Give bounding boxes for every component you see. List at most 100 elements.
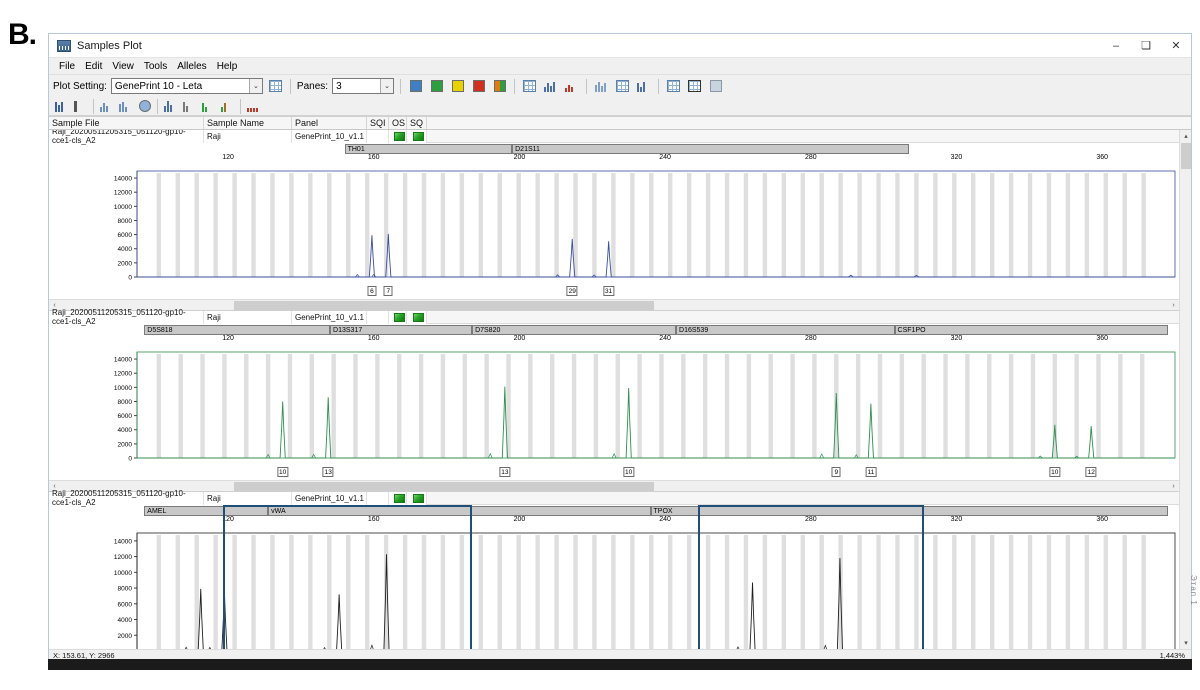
column-header-sample-file[interactable]: Sample File	[49, 117, 204, 129]
settings-toolbar: Plot Setting: GenePrint 10 - Leta ⌄ Pane…	[49, 75, 1191, 97]
dye-red-button[interactable]	[470, 78, 487, 95]
dye-all-button[interactable]	[491, 78, 508, 95]
menu-item-alleles[interactable]: Alleles	[177, 60, 207, 72]
taskbar-strip	[48, 659, 1192, 670]
allele-call-label[interactable]: 13	[322, 467, 334, 477]
peak-view-icon[interactable]	[593, 78, 610, 95]
panel-horizontal-scrollbar[interactable]: ‹ ›	[49, 299, 1179, 310]
dye-yellow-button[interactable]	[449, 78, 466, 95]
toolbar-separator	[400, 78, 402, 94]
scroll-left-arrow-icon[interactable]: ‹	[53, 301, 56, 309]
cell-sq	[407, 310, 427, 324]
electropherogram-plot[interactable]: 0 2000 4000 6000 8000 10000 12000 14000	[49, 348, 1179, 466]
marker-label[interactable]: TPOX	[650, 506, 1168, 516]
allele-call-label[interactable]: 31	[603, 286, 615, 296]
scroll-up-arrow-icon[interactable]: ▴	[1184, 133, 1188, 140]
table-view-icon[interactable]	[665, 78, 682, 95]
x-axis-tick-label: 240	[659, 154, 671, 161]
panel-horizontal-scrollbar[interactable]: ‹ ›	[49, 480, 1179, 491]
zoom-vertical-icon[interactable]	[53, 98, 70, 115]
scale-peaks-icon[interactable]	[98, 98, 115, 115]
menu-item-edit[interactable]: Edit	[85, 60, 103, 72]
marker-label[interactable]: D21S11	[512, 144, 910, 154]
allele-call-label[interactable]: 11	[865, 467, 877, 477]
samples-plot-window: Samples Plot – ❑ ✕ File Edit View Tools …	[48, 33, 1192, 661]
marker-label[interactable]: CSF1PO	[894, 325, 1168, 335]
show-labels-icon[interactable]	[563, 78, 580, 95]
menu-item-file[interactable]: File	[59, 60, 76, 72]
y-axis-tick-label: 2000	[118, 260, 133, 267]
panels-vertical-scrollbar[interactable]: ▴ ▾	[1179, 130, 1191, 649]
panel-sample-row[interactable]: Raji_20200511205315_051120-gp10-cce1-cls…	[49, 308, 1179, 326]
dye-blue-button[interactable]	[407, 78, 424, 95]
scroll-left-arrow-icon[interactable]: ‹	[53, 482, 56, 490]
panel-sample-row[interactable]: Raji_20200511205315_051120-gp10-cce1-cls…	[49, 130, 1179, 145]
minimize-icon[interactable]: –	[1112, 39, 1120, 52]
scroll-down-arrow-icon[interactable]: ▾	[1184, 640, 1188, 647]
allele-call-label[interactable]: 9	[831, 467, 841, 477]
electropherogram-plot[interactable]: 0 2000 4000 6000 8000 10000 12000 14000	[49, 167, 1179, 285]
allele-call-label[interactable]: 6	[367, 286, 377, 296]
chevron-down-icon[interactable]: ⌄	[248, 79, 262, 93]
marker-label[interactable]: D7S820	[472, 325, 677, 335]
dye-green-button[interactable]	[428, 78, 445, 95]
menu-item-help[interactable]: Help	[216, 60, 238, 72]
menu-item-tools[interactable]: Tools	[143, 60, 168, 72]
size-standard-icon[interactable]	[245, 98, 262, 115]
show-peaks-icon[interactable]	[162, 98, 179, 115]
marker-label[interactable]: D16S539	[676, 325, 895, 335]
column-header-os[interactable]: OS	[389, 117, 407, 129]
allele-call-label[interactable]: 29	[566, 286, 578, 296]
sample-table-header: Sample File Sample Name Panel SQI OS SQ	[49, 116, 1191, 130]
marker-label[interactable]: vWA	[268, 506, 651, 516]
cell-os	[389, 130, 407, 143]
reject-allele-icon[interactable]	[219, 98, 236, 115]
cell-panel: GenePrint_10_v1.1	[292, 130, 367, 143]
marker-label[interactable]: TH01	[344, 144, 513, 154]
panel-sample-row[interactable]: Raji_20200511205315_051120-gp10-cce1-cls…	[49, 489, 1179, 507]
ladder-icon[interactable]	[181, 98, 198, 115]
column-header-panel[interactable]: Panel	[292, 117, 367, 129]
overlay-view-icon[interactable]	[614, 78, 631, 95]
column-header-sq[interactable]: SQ	[407, 117, 427, 129]
plot-setting-value: GenePrint 10 - Leta	[114, 80, 203, 92]
electropherogram-plot[interactable]: 0 2000 4000 6000 8000 10000 12000 14000	[49, 529, 1179, 649]
plot-setting-select[interactable]: GenePrint 10 - Leta ⌄	[110, 78, 263, 94]
column-header-sample-name[interactable]: Sample Name	[204, 117, 292, 129]
horizontal-scroll-thumb[interactable]	[234, 482, 654, 491]
marker-label[interactable]: AMEL	[144, 506, 269, 516]
vertical-scroll-thumb[interactable]	[1181, 143, 1191, 169]
panel-editor-icon[interactable]	[267, 78, 284, 95]
menu-item-view[interactable]: View	[112, 60, 134, 72]
cell-os	[389, 491, 407, 505]
allele-call-label[interactable]: 10	[623, 467, 635, 477]
cell-sample-file: Raji_20200511205315_051120-gp10-cce1-cls…	[49, 308, 204, 326]
stack-view-icon[interactable]	[635, 78, 652, 95]
allele-call-label[interactable]: 10	[1049, 467, 1061, 477]
allele-call-label[interactable]: 12	[1085, 467, 1097, 477]
export-table-icon[interactable]	[686, 78, 703, 95]
allele-call-label[interactable]: 7	[383, 286, 393, 296]
panes-select[interactable]: 3 ⌄	[332, 78, 395, 94]
column-header-sqi[interactable]: SQI	[367, 117, 389, 129]
allele-call-label[interactable]: 13	[499, 467, 511, 477]
cell-panel: GenePrint_10_v1.1	[292, 491, 367, 505]
maximize-icon[interactable]: ❑	[1141, 40, 1151, 52]
marker-label[interactable]: D5S818	[144, 325, 331, 335]
sync-axes-icon[interactable]	[117, 98, 134, 115]
chevron-down-icon[interactable]: ⌄	[380, 79, 394, 93]
scroll-right-arrow-icon[interactable]: ›	[1172, 482, 1175, 490]
show-bins-icon[interactable]	[542, 78, 559, 95]
accept-allele-icon[interactable]	[200, 98, 217, 115]
toolbar-separator	[157, 98, 158, 114]
marker-label[interactable]: D13S317	[330, 325, 473, 335]
show-grid-icon[interactable]	[521, 78, 538, 95]
print-icon[interactable]	[707, 78, 724, 95]
anchor-baseline-icon[interactable]	[72, 98, 89, 115]
x-axis-tick-label: 120	[222, 516, 234, 523]
horizontal-scroll-thumb[interactable]	[234, 301, 654, 310]
close-icon[interactable]: ✕	[1171, 40, 1181, 52]
scroll-right-arrow-icon[interactable]: ›	[1172, 301, 1175, 309]
allele-call-label[interactable]: 10	[277, 467, 289, 477]
settings-gear-icon[interactable]	[136, 98, 153, 115]
